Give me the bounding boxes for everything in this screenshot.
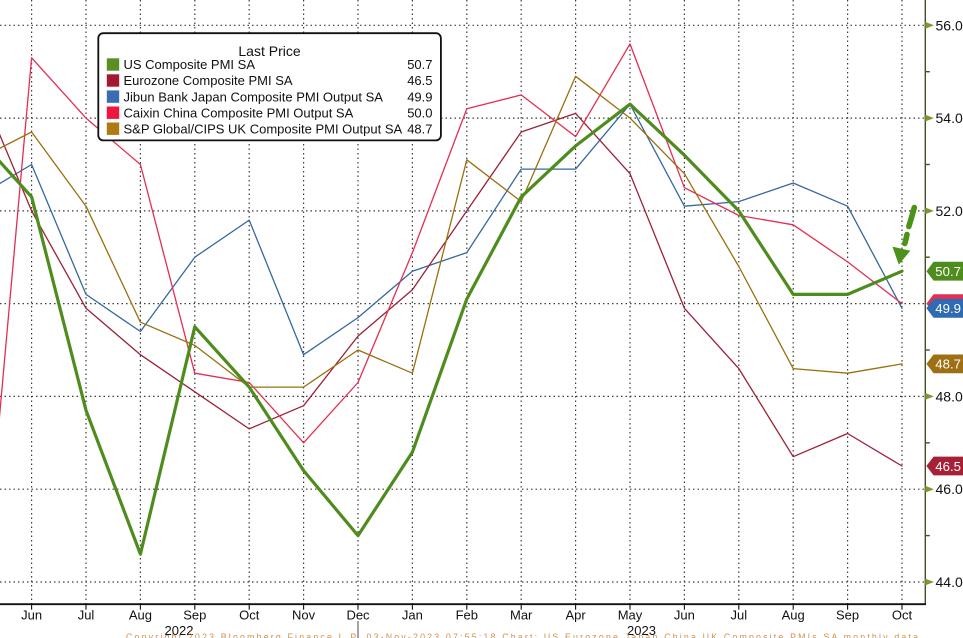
svg-text:49.9: 49.9 bbox=[935, 301, 961, 316]
svg-text:Oct: Oct bbox=[892, 608, 913, 623]
svg-text:44.0: 44.0 bbox=[936, 574, 963, 590]
svg-text:46.5: 46.5 bbox=[935, 459, 961, 474]
svg-text:56.0: 56.0 bbox=[936, 17, 963, 33]
svg-text:2022: 2022 bbox=[165, 623, 194, 638]
svg-text:Aug: Aug bbox=[782, 608, 805, 623]
svg-text:Jul: Jul bbox=[730, 608, 747, 623]
svg-text:Oct: Oct bbox=[239, 608, 260, 623]
svg-text:Nov: Nov bbox=[292, 608, 316, 623]
svg-text:52.0: 52.0 bbox=[936, 203, 963, 219]
svg-text:S&P Global/CIPS UK Composite P: S&P Global/CIPS UK Composite PMI Output … bbox=[124, 121, 403, 136]
svg-text:2023: 2023 bbox=[627, 623, 656, 638]
svg-text:50.7: 50.7 bbox=[935, 264, 961, 279]
svg-text:Apr: Apr bbox=[565, 608, 586, 623]
svg-text:Dec: Dec bbox=[346, 608, 370, 623]
svg-text:46.0: 46.0 bbox=[936, 481, 963, 497]
svg-text:48.7: 48.7 bbox=[407, 121, 432, 136]
svg-text:Jan: Jan bbox=[402, 608, 423, 623]
svg-text:Eurozone Composite PMI SA: Eurozone Composite PMI SA bbox=[124, 73, 293, 88]
svg-text:Jul: Jul bbox=[78, 608, 95, 623]
svg-text:48.0: 48.0 bbox=[936, 388, 963, 404]
svg-text:Aug: Aug bbox=[129, 608, 152, 623]
svg-text:50.0: 50.0 bbox=[407, 105, 432, 120]
svg-text:May: May bbox=[618, 608, 643, 623]
svg-text:54.0: 54.0 bbox=[936, 110, 963, 126]
svg-text:Mar: Mar bbox=[510, 608, 533, 623]
svg-text:Feb: Feb bbox=[456, 608, 478, 623]
svg-text:US Composite PMI SA: US Composite PMI SA bbox=[124, 57, 256, 72]
svg-text:50.7: 50.7 bbox=[407, 57, 432, 72]
svg-text:49.9: 49.9 bbox=[407, 89, 432, 104]
svg-text:46.5: 46.5 bbox=[407, 73, 432, 88]
svg-text:Jibun Bank Japan Composite PMI: Jibun Bank Japan Composite PMI Output SA bbox=[124, 89, 384, 104]
svg-text:Caixin China Composite PMI Out: Caixin China Composite PMI Output SA bbox=[124, 105, 354, 120]
svg-text:Copyright 2023 Bloomberg Finan: Copyright 2023 Bloomberg Finance L.P. 03… bbox=[126, 632, 918, 638]
svg-text:Last Price: Last Price bbox=[238, 43, 300, 59]
svg-text:Jun: Jun bbox=[674, 608, 695, 623]
svg-text:Sep: Sep bbox=[836, 608, 859, 623]
svg-text:Sep: Sep bbox=[183, 608, 206, 623]
svg-text:Jun: Jun bbox=[21, 608, 42, 623]
svg-text:48.7: 48.7 bbox=[935, 357, 961, 372]
